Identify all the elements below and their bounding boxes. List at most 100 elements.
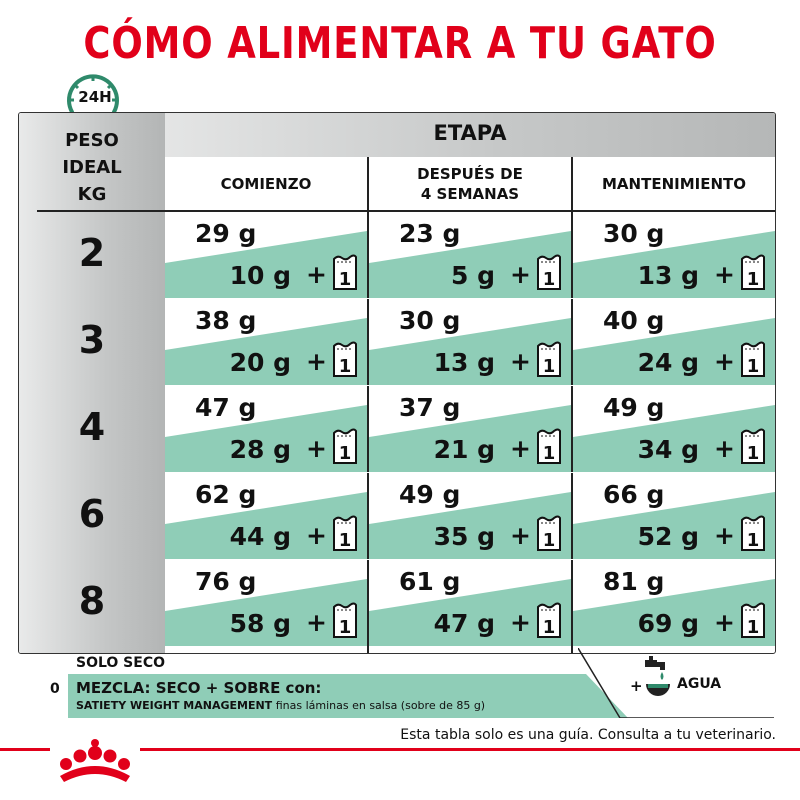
plus-sign: +	[510, 260, 531, 289]
plus-sign: +	[510, 521, 531, 550]
pouch-count: 1	[543, 356, 556, 377]
pouch-icon: 1	[741, 428, 765, 464]
mix-amount: 47 g	[433, 609, 495, 638]
cell-teal-band	[573, 492, 775, 559]
plus-sign: +	[306, 347, 327, 376]
weight-value: 3	[78, 318, 106, 362]
dry-amount: 49 g	[399, 480, 461, 509]
stage-header: ETAPA	[433, 121, 507, 145]
table-cell: 62 g 44 g +1	[165, 472, 367, 559]
stage-label: MANTENIMIENTO	[602, 175, 746, 193]
row-divider	[165, 559, 775, 560]
dry-amount: 47 g	[195, 393, 257, 422]
weight-header-line: PESO	[65, 130, 119, 151]
table-cell: 49 g 35 g +1	[369, 472, 571, 559]
pouch-count: 1	[339, 443, 352, 464]
cell-teal-band	[369, 231, 571, 298]
pouch-count: 1	[543, 617, 556, 638]
plus-sign: +	[306, 260, 327, 289]
dry-amount: 76 g	[195, 567, 257, 596]
cell-teal-band	[165, 579, 367, 646]
pouch-icon: 1	[333, 602, 357, 638]
footer-red-line	[0, 748, 800, 751]
table-cell: 81 g 69 g +1	[573, 559, 775, 646]
header-divider	[37, 210, 775, 212]
weight-value: 8	[78, 579, 106, 623]
cell-teal-band	[165, 492, 367, 559]
pouch-icon: 1	[741, 254, 765, 290]
water-label: AGUA	[677, 676, 722, 692]
dry-amount: 37 g	[399, 393, 461, 422]
mix-amount: 24 g	[637, 348, 699, 377]
badge-label: 24H	[78, 88, 112, 106]
weight-value: 6	[78, 492, 106, 536]
pouch-icon: 1	[333, 428, 357, 464]
cell-teal-band	[573, 405, 775, 472]
column-divider	[571, 157, 573, 653]
pouch-icon: 1	[537, 428, 561, 464]
weight-value: 2	[78, 231, 106, 275]
pouch-icon: 1	[537, 341, 561, 377]
pouch-count: 1	[543, 530, 556, 551]
weight-header-line: KG	[77, 184, 107, 205]
pouch-count: 1	[747, 269, 760, 290]
pouch-count: 1	[747, 530, 760, 551]
faucet-bowl-icon	[645, 656, 670, 696]
dry-amount: 66 g	[603, 480, 665, 509]
pouch-count: 1	[747, 443, 760, 464]
legend-product: SATIETY WEIGHT MANAGEMENT finas láminas …	[76, 699, 485, 712]
plus-sign: +	[714, 347, 735, 376]
dry-amount: 29 g	[195, 219, 257, 248]
table-cell: 29 g 10 g +1	[165, 211, 367, 298]
pouch-count: 1	[339, 356, 352, 377]
weight-column-bg	[19, 113, 165, 653]
dry-amount: 62 g	[195, 480, 257, 509]
pouch-count: 1	[747, 617, 760, 638]
stage-label: COMIENZO	[220, 175, 312, 193]
plus-sign: +	[510, 434, 531, 463]
stage-label: 4 SEMANAS	[420, 185, 520, 203]
mix-amount: 58 g	[229, 609, 291, 638]
pouch-icon: 1	[741, 341, 765, 377]
plus-sign: +	[714, 260, 735, 289]
table-cell: 30 g 13 g +1	[573, 211, 775, 298]
mix-amount: 21 g	[433, 435, 495, 464]
stage-comienzo: COMIENZO	[165, 157, 367, 211]
mix-amount: 44 g	[229, 522, 291, 551]
dry-amount: 40 g	[603, 306, 665, 335]
mix-amount: 28 g	[229, 435, 291, 464]
mix-amount: 35 g	[433, 522, 495, 551]
dry-amount: 38 g	[195, 306, 257, 335]
dry-amount: 61 g	[399, 567, 461, 596]
pouch-icon: 1	[741, 515, 765, 551]
plus-sign: +	[714, 434, 735, 463]
pouch-count: 1	[339, 269, 352, 290]
mix-amount: 52 g	[637, 522, 699, 551]
cell-teal-band	[369, 318, 571, 385]
cell-teal-band	[369, 405, 571, 472]
pouch-icon: 1	[537, 254, 561, 290]
stage-mantenimiento: MANTENIMIENTO	[573, 157, 775, 211]
table-cell: 37 g 21 g +1	[369, 385, 571, 472]
table-cell: 49 g 34 g +1	[573, 385, 775, 472]
table-cell: 61 g 47 g +1	[369, 559, 571, 646]
pouch-icon: 1	[537, 602, 561, 638]
row-divider	[165, 298, 775, 299]
stage-header-bar	[165, 113, 775, 157]
dry-amount: 81 g	[603, 567, 665, 596]
table-cell: 23 g 5 g +1	[369, 211, 571, 298]
mix-amount: 34 g	[637, 435, 699, 464]
table-cell: 66 g 52 g +1	[573, 472, 775, 559]
water-box	[578, 648, 774, 718]
mix-amount: 10 g	[229, 261, 291, 290]
dry-amount: 30 g	[603, 219, 665, 248]
column-divider	[367, 157, 369, 653]
cell-teal-band	[573, 231, 775, 298]
pouch-count: 1	[747, 356, 760, 377]
dry-amount: 49 g	[603, 393, 665, 422]
product-detail: finas láminas en salsa (sobre de 85 g)	[272, 699, 486, 712]
cell-teal-band	[573, 579, 775, 646]
pouch-icon: 1	[333, 254, 357, 290]
pouch-icon: 1	[741, 602, 765, 638]
cell-teal-band	[369, 579, 571, 646]
